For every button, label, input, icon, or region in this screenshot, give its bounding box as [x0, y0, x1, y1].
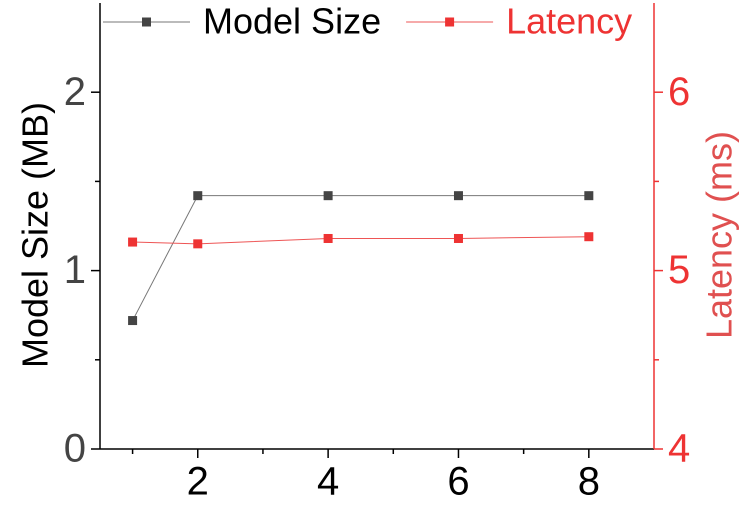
- y-tick-label: 2: [64, 70, 86, 114]
- data-point: [323, 191, 333, 201]
- data-point: [453, 191, 463, 201]
- x-tick-label: 4: [317, 460, 339, 504]
- data-point: [193, 191, 203, 201]
- legend-label: Model Size: [203, 1, 381, 42]
- data-point: [193, 239, 203, 249]
- y2-axis-label: Latency (ms): [699, 131, 740, 339]
- x-tick-label: 6: [447, 460, 469, 504]
- data-point: [584, 191, 594, 201]
- legend-marker: [142, 17, 151, 27]
- data-point: [128, 237, 138, 247]
- data-point: [323, 233, 333, 243]
- legend-marker: [445, 17, 455, 27]
- data-point: [453, 233, 463, 243]
- y2-tick-label: 5: [668, 248, 690, 292]
- x-tick-label: 2: [187, 460, 209, 504]
- y-axis-label: Model Size (MB): [15, 102, 56, 368]
- legend-label: Latency: [506, 1, 632, 42]
- series-line: [132, 195, 589, 321]
- y2-tick-label: 4: [668, 427, 690, 471]
- y2-tick-label: 6: [668, 70, 690, 114]
- x-tick-label: 8: [578, 460, 600, 504]
- data-point: [584, 232, 594, 242]
- y-tick-label: 0: [64, 427, 86, 471]
- data-point: [128, 316, 138, 326]
- y-tick-label: 1: [64, 248, 86, 292]
